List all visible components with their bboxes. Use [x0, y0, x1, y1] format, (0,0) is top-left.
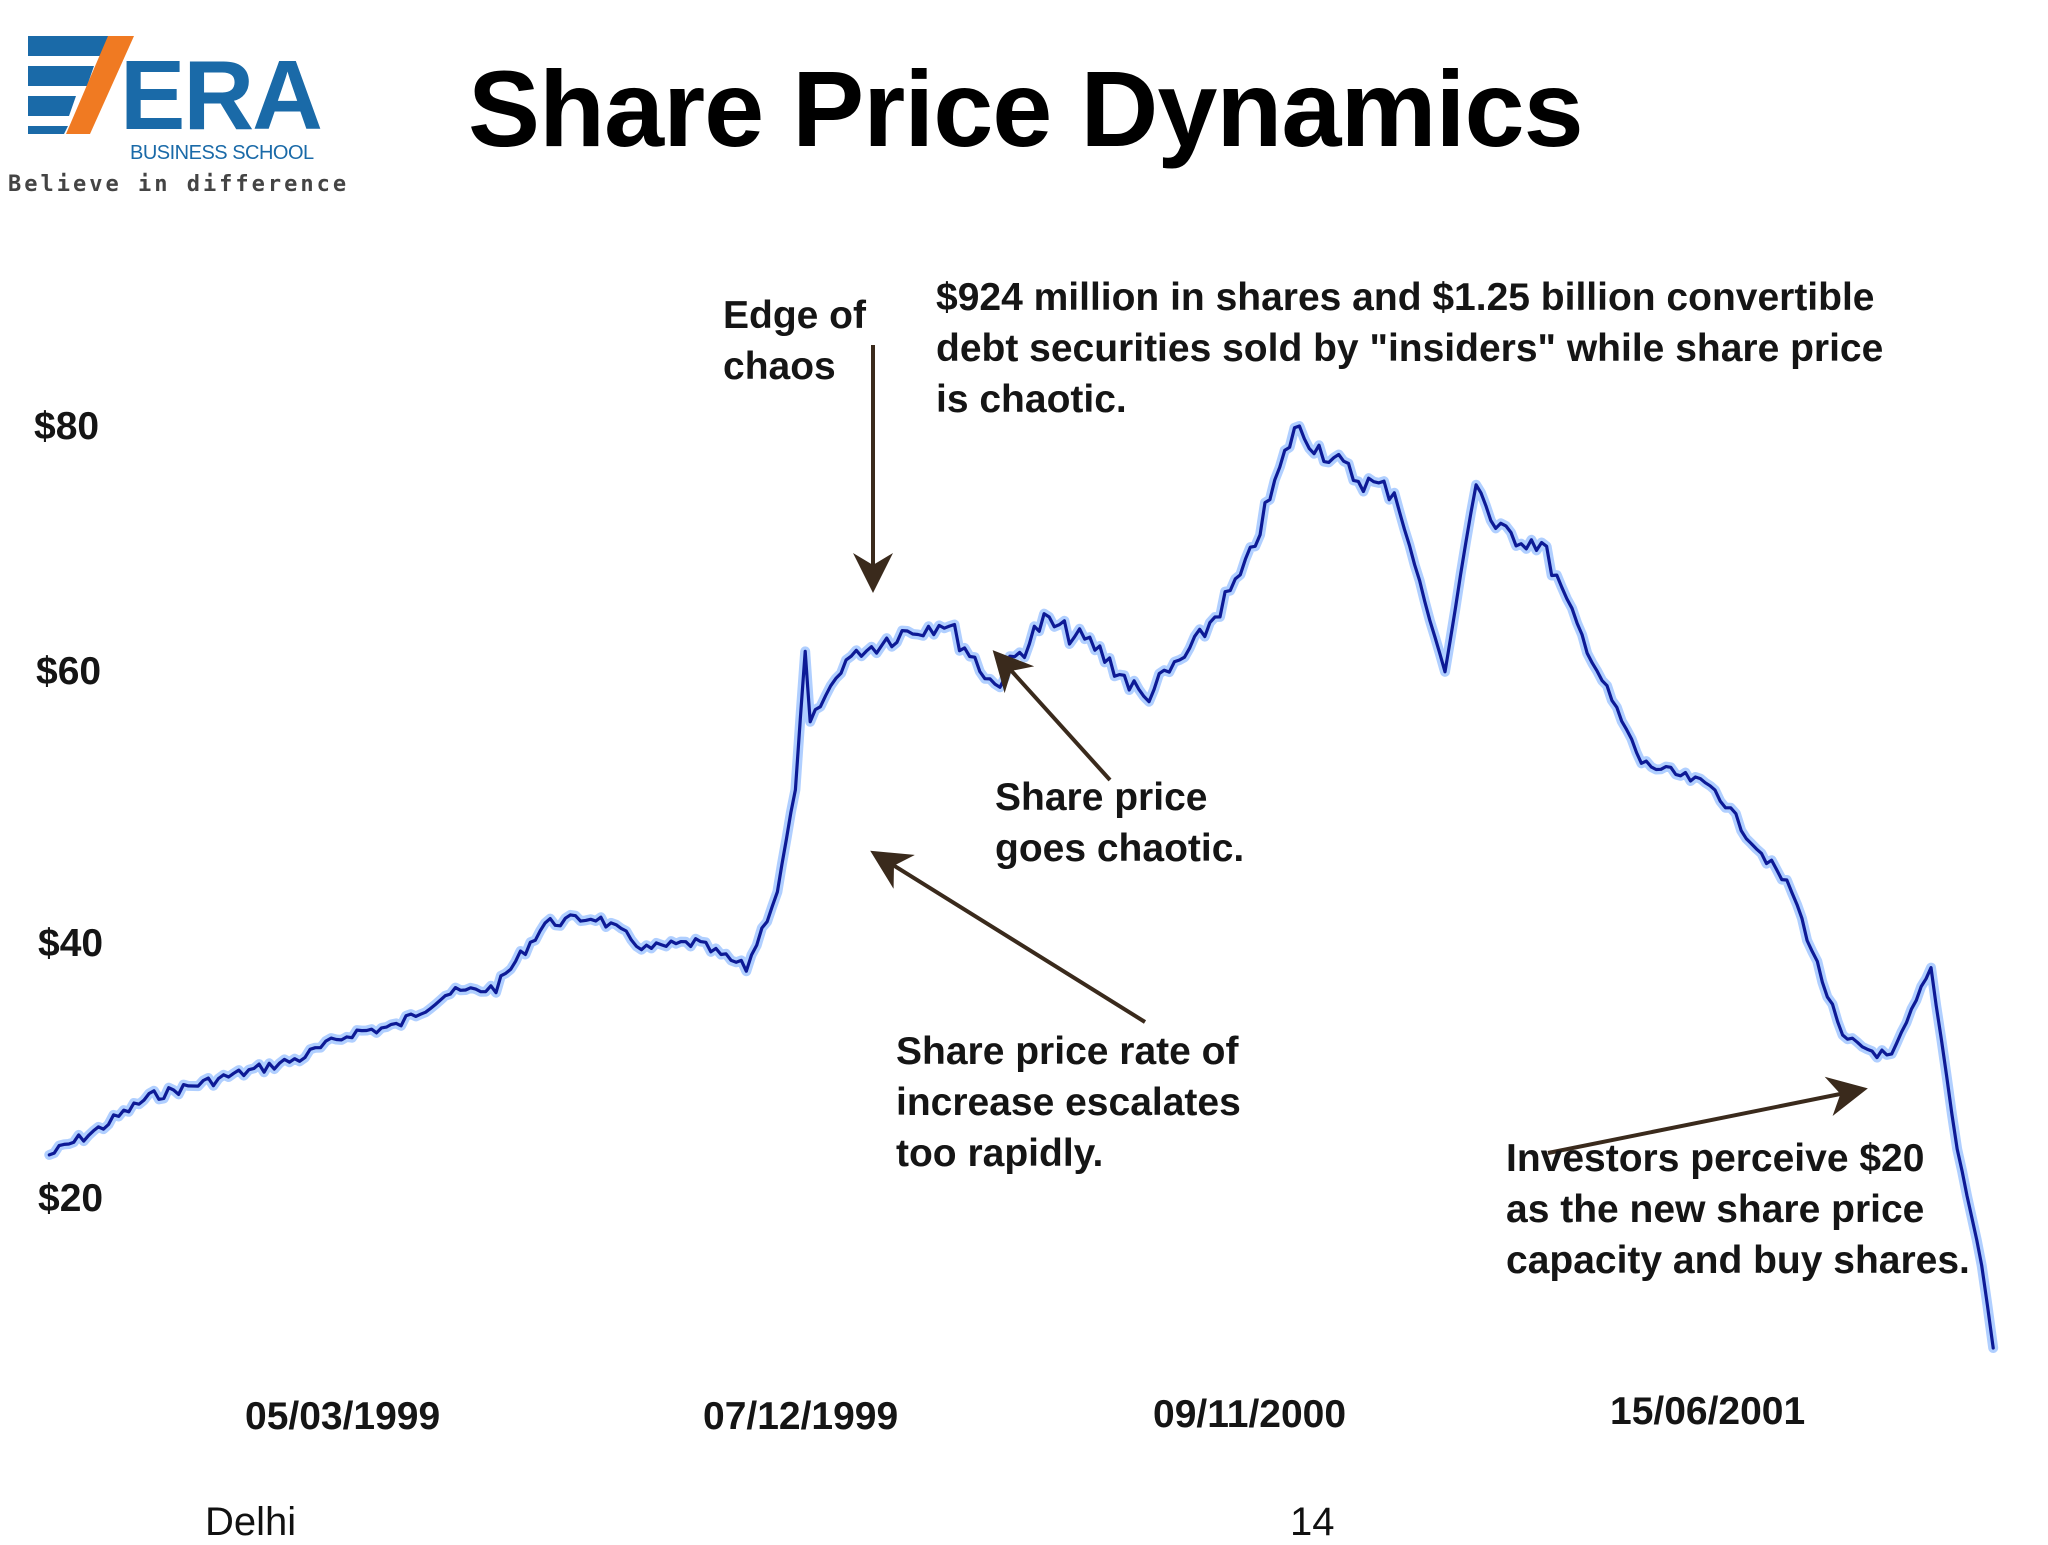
slide-title: Share Price Dynamics [468, 48, 1584, 169]
annotation-edge-of-chaos: Edge of chaos [723, 294, 866, 388]
annotation-arrows [853, 345, 1868, 1155]
annotation-insider-sales: $924 million in shares and $1.25 billion… [936, 276, 1884, 421]
y-tick-label: $80 [34, 405, 100, 448]
x-tick-label: 05/03/1999 [245, 1395, 441, 1438]
logo-wordmark: ERA [120, 40, 323, 150]
footer-page-number: 14 [1290, 1500, 1335, 1544]
logo-tagline: Believe in difference [8, 172, 350, 197]
logo-subtitle: BUSINESS SCHOOL [130, 142, 314, 164]
y-tick-label: $40 [38, 922, 104, 965]
footer-location: Delhi [205, 1500, 297, 1544]
x-tick-label: 09/11/2000 [1153, 1393, 1347, 1436]
annotation-rate-of-increase: Share price rate of increase escalates t… [896, 1030, 1241, 1175]
era-logo [8, 30, 308, 200]
annotation-arrow-4 [1547, 1076, 1868, 1155]
annotation-arrow-3 [870, 850, 1147, 1024]
era-logo-mark-icon [28, 36, 134, 134]
x-tick-label: 15/06/2001 [1610, 1390, 1806, 1433]
annotation-arrow-2 [992, 650, 1112, 782]
y-tick-label: $60 [36, 650, 102, 693]
annotation-investors: Investors perceive $20 as the new share … [1506, 1137, 1970, 1282]
share-price-chart [44, 345, 1999, 1353]
y-tick-label: $20 [38, 1177, 104, 1220]
x-tick-label: 07/12/1999 [703, 1395, 899, 1438]
annotation-goes-chaotic: Share price goes chaotic. [995, 776, 1245, 870]
